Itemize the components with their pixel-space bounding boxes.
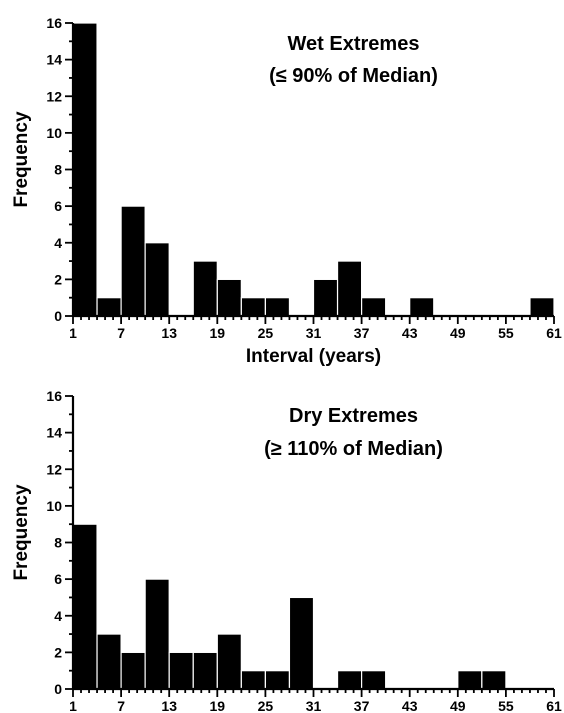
x-tick-label: 37: [354, 325, 370, 341]
x-tick-label: 1: [69, 698, 77, 713]
y-tick-label: 2: [54, 644, 62, 660]
histogram-bar: [144, 578, 170, 690]
x-tick-label: 61: [546, 698, 562, 713]
x-tick-label: 61: [546, 325, 562, 341]
y-tick-label: 4: [54, 608, 62, 624]
x-tick-label: 7: [117, 698, 125, 713]
y-tick-label: 10: [46, 125, 62, 141]
histogram-bar: [361, 670, 387, 690]
x-tick-label: 37: [354, 698, 370, 713]
histogram-bar: [192, 651, 218, 690]
x-tick-label: 49: [450, 325, 466, 341]
y-tick-label: 14: [46, 425, 62, 441]
histogram-bar: [288, 596, 315, 690]
histogram-bar: [336, 670, 363, 690]
histogram-bar: [72, 22, 98, 317]
histogram-bar: [312, 278, 339, 317]
histogram-bar: [481, 670, 507, 690]
x-tick-label: 55: [498, 325, 514, 341]
x-tick-label: 25: [258, 325, 274, 341]
x-axis-label: Interval (years): [246, 346, 381, 367]
x-tick-label: 25: [258, 698, 274, 713]
histogram-bar: [529, 297, 555, 317]
histogram-bar: [192, 260, 218, 317]
x-tick-label: 31: [306, 325, 322, 341]
y-tick-label: 8: [54, 535, 62, 551]
histogram-bar: [96, 633, 122, 690]
histogram-bar: [120, 205, 146, 317]
y-tick-label: 14: [46, 52, 62, 68]
chart-panel-2: 0 2 4 6 8 10 12 14 16 1 7 13 19 25 31 37 43 49 55 61 Dry Ext…: [11, 388, 562, 713]
x-tick-label: 49: [450, 698, 466, 713]
y-tick-label: 4: [54, 235, 62, 251]
histogram-bar: [96, 297, 122, 317]
chart-title: Wet Extremes: [288, 33, 420, 55]
histogram-bar: [240, 297, 267, 317]
x-tick-label: 19: [210, 325, 226, 341]
x-tick-label: 43: [402, 698, 418, 713]
y-tick-label: 8: [54, 162, 62, 178]
histogram-bar: [240, 670, 267, 690]
chart-panel-1: 0 2 4 6 8 10 12 14 16 1 7 13 19 25 31 37 43 49 55 61 Wet Ext…: [11, 15, 562, 367]
y-tick-label: 16: [46, 388, 62, 404]
histogram-bar: [361, 297, 387, 317]
y-tick-label: 6: [54, 571, 62, 587]
x-tick-label: 13: [161, 698, 177, 713]
y-axis-label: Frequency: [11, 111, 32, 208]
histogram-bar: [264, 297, 291, 317]
x-tick-label: 7: [117, 325, 125, 341]
y-tick-label: 6: [54, 198, 62, 214]
histogram-bar: [264, 670, 291, 690]
chart-title: Dry Extremes: [289, 405, 418, 427]
histogram-bar: [216, 278, 242, 317]
y-axis-label: Frequency: [11, 484, 32, 581]
x-tick-label: 43: [402, 325, 418, 341]
chart-subtitle: (≤ 90% of Median): [269, 65, 438, 87]
y-tick-label: 0: [54, 308, 62, 324]
histogram-bar: [216, 633, 242, 690]
histogram-bar: [144, 242, 170, 317]
histogram-bar: [409, 297, 435, 317]
y-tick-label: 10: [46, 498, 62, 514]
y-tick-label: 12: [46, 88, 62, 104]
x-tick-label: 55: [498, 698, 514, 713]
y-tick-label: 2: [54, 271, 62, 287]
x-tick-label: 19: [210, 698, 226, 713]
y-tick-label: 12: [46, 461, 62, 477]
y-tick-label: 0: [54, 681, 62, 697]
histogram-bar: [457, 670, 483, 690]
histogram-bar: [168, 651, 194, 690]
x-tick-label: 1: [69, 325, 77, 341]
chart-subtitle: (≥ 110% of Median): [264, 438, 443, 460]
x-tick-label: 13: [161, 325, 177, 341]
histogram-bar: [120, 651, 146, 690]
histogram-bar: [336, 260, 363, 317]
y-tick-label: 16: [46, 15, 62, 31]
x-tick-label: 31: [306, 698, 322, 713]
histogram-bar: [72, 523, 98, 690]
